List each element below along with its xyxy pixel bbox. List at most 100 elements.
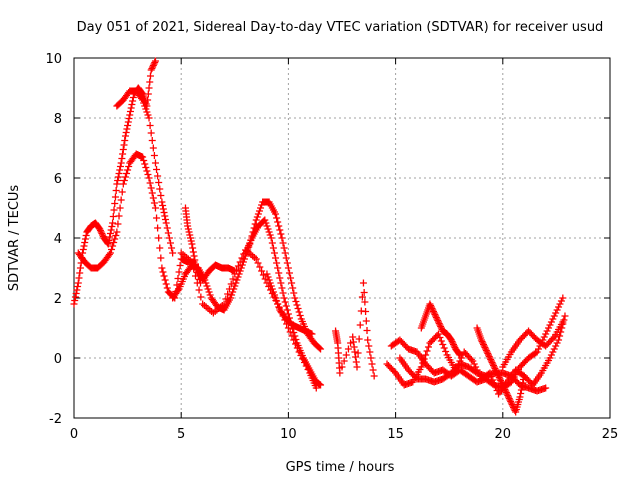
- data-point: [108, 246, 116, 253]
- data-point: [363, 327, 371, 334]
- data-point: [507, 398, 515, 405]
- data-point: [274, 218, 282, 226]
- data-point: [119, 180, 127, 188]
- data-point: [549, 315, 557, 323]
- data-point: [147, 129, 155, 137]
- y-axis-label: SDTVAR / TECUs: [7, 185, 22, 292]
- data-point: [227, 280, 235, 288]
- data-point: [254, 259, 262, 267]
- data-point: [270, 291, 278, 299]
- data-point: [317, 381, 325, 389]
- data-point: [434, 318, 442, 326]
- data-point: [205, 288, 213, 296]
- data-point: [433, 315, 441, 323]
- series-track-11: [383, 312, 569, 398]
- data-point: [273, 297, 281, 305]
- data-point: [72, 290, 80, 297]
- data-point: [553, 306, 561, 314]
- data-point: [270, 249, 278, 257]
- data-point: [312, 384, 320, 392]
- data-point: [434, 317, 442, 324]
- data-point: [124, 122, 132, 129]
- data-point: [79, 246, 87, 253]
- data-point: [282, 254, 290, 262]
- data-point: [195, 286, 203, 294]
- data-point: [482, 347, 490, 354]
- data-point: [518, 383, 526, 390]
- data-point: [491, 365, 499, 372]
- data-point: [470, 360, 478, 368]
- data-point: [161, 212, 169, 220]
- data-point: [149, 144, 157, 152]
- data-point: [125, 115, 133, 122]
- data-point: [98, 230, 106, 237]
- data-point: [553, 339, 561, 347]
- y-tick-labels: -2 0 2 4 6 8 10: [45, 52, 62, 427]
- data-point: [420, 355, 428, 363]
- data-point: [74, 283, 82, 290]
- grid: [74, 58, 610, 418]
- x-tick-label: 20: [495, 427, 512, 442]
- data-point: [292, 336, 300, 343]
- data-point: [265, 276, 273, 284]
- data-point: [161, 276, 169, 284]
- data-point: [256, 263, 264, 271]
- data-point: [73, 286, 81, 294]
- data-point: [139, 153, 147, 161]
- data-point: [456, 351, 464, 359]
- data-point: [506, 396, 514, 404]
- data-point: [158, 264, 166, 272]
- data-point: [517, 386, 525, 394]
- data-point: [352, 358, 360, 366]
- data-point: [204, 285, 212, 293]
- data-point: [124, 118, 132, 126]
- data-point: [231, 282, 239, 290]
- data-point: [150, 199, 158, 207]
- data-point: [542, 330, 550, 338]
- data-point: [272, 210, 280, 218]
- data-point: [500, 383, 508, 390]
- data-point: [279, 239, 287, 247]
- data-point: [532, 349, 540, 357]
- data-point: [148, 65, 156, 72]
- y-tick-label: 2: [54, 292, 62, 307]
- data-point: [157, 254, 165, 262]
- data-point: [169, 249, 177, 257]
- data-point: [267, 234, 275, 242]
- data-point: [277, 230, 285, 238]
- data-point: [119, 150, 127, 158]
- data-point: [258, 267, 266, 275]
- data-point: [424, 343, 432, 351]
- data-point: [278, 284, 286, 292]
- data-point: [139, 96, 147, 104]
- series-track-3: [113, 87, 177, 257]
- data-point: [149, 194, 157, 202]
- data-point: [233, 276, 241, 284]
- data-point: [490, 380, 498, 387]
- data-point: [359, 279, 367, 287]
- data-point: [547, 318, 555, 326]
- data-point: [490, 363, 498, 371]
- data-point: [427, 303, 435, 311]
- data-point: [291, 332, 299, 340]
- data-point: [552, 342, 560, 350]
- data-point: [116, 204, 124, 212]
- data-marks: [70, 57, 569, 416]
- data-point: [234, 262, 242, 270]
- data-point: [477, 336, 485, 344]
- data-point: [118, 155, 126, 162]
- data-point: [448, 338, 456, 345]
- x-tick-label: 10: [280, 427, 297, 442]
- data-point: [342, 351, 350, 359]
- data-point: [96, 227, 104, 234]
- data-point: [114, 220, 122, 228]
- data-point: [549, 348, 557, 356]
- data-point: [121, 137, 129, 144]
- data-point: [422, 351, 430, 359]
- data-point: [162, 219, 170, 227]
- data-point: [268, 285, 276, 293]
- data-point: [437, 337, 445, 345]
- data-point: [492, 383, 500, 391]
- data-point: [266, 231, 274, 239]
